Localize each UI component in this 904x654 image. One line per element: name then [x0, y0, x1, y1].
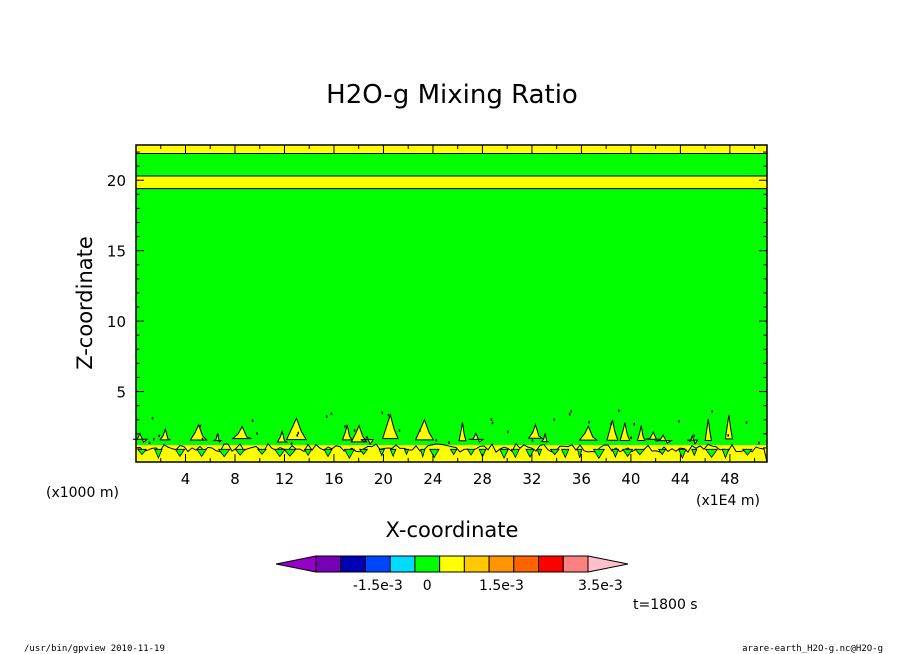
colorbar-label-0: -1.5e-3	[353, 578, 403, 594]
y-tick-label-5: 5	[116, 384, 126, 402]
colorbar-swatch-8	[488, 555, 515, 573]
x-tick-label-8: 8	[230, 470, 240, 488]
colorbar-swatch-5	[414, 555, 441, 573]
contour-band-5	[136, 145, 767, 154]
surface-moisture-blobs	[132, 409, 768, 463]
plot-frame	[135, 144, 768, 463]
x-tick-label-48: 48	[720, 470, 739, 488]
colorbar-swatch-1	[315, 555, 342, 573]
colorbar-swatch-11	[562, 555, 589, 573]
x-axis-label: X-coordinate	[386, 518, 519, 542]
x-tick-label-28: 28	[473, 470, 492, 488]
y-unit-label: (x1000 m)	[46, 485, 119, 501]
colorbar-swatch-9	[513, 555, 540, 573]
x-tick-label-40: 40	[621, 470, 640, 488]
y-tick-label-20: 20	[107, 172, 126, 190]
colorbar-label-2: 1.5e-3	[479, 578, 524, 594]
x-tick-label-24: 24	[423, 470, 442, 488]
chart-title: H2O-g Mixing Ratio	[326, 80, 578, 110]
colorbar-swatch-4	[389, 555, 416, 573]
x-tick-label-32: 32	[522, 470, 541, 488]
x-tick-label-12: 12	[275, 470, 294, 488]
colorbar-swatch-3	[364, 555, 391, 573]
colorbar-label-3: 3.5e-3	[578, 578, 623, 594]
colorbar: -1.5e-3 0 1.5e-3 3.5e-3	[275, 555, 629, 594]
colorbar-min-arrow	[275, 555, 317, 573]
time-label: t=1800 s	[633, 597, 698, 613]
colorbar-swatch-10	[538, 555, 564, 573]
x-unit-label: (x1E4 m)	[696, 493, 760, 509]
x-tick-label-44: 44	[671, 470, 690, 488]
y-tick-label-10: 10	[107, 313, 126, 331]
x-tick-label-16: 16	[324, 470, 343, 488]
y-axis-label: Z-coordinate	[73, 236, 97, 370]
colorbar-swatch-6	[439, 555, 465, 573]
contour-band-3	[136, 175, 767, 189]
x-tick-label-36: 36	[572, 470, 591, 488]
x-tick-label-4: 4	[181, 470, 191, 488]
contour-band-2	[136, 188, 767, 446]
y-tick-label-15: 15	[107, 243, 126, 261]
plot-area	[132, 144, 768, 463]
colorbar-label-1: 0	[423, 578, 432, 594]
colorbar-max-arrow	[587, 555, 629, 573]
x-tick-label-20: 20	[374, 470, 393, 488]
colorbar-swatch-2	[340, 555, 366, 573]
colorbar-swatch-7	[463, 555, 490, 573]
footer-left: /usr/bin/gpview 2010-11-19	[24, 644, 165, 654]
footer-right: arare-earth_H2O-g.nc@H2O-g	[742, 644, 883, 654]
contour-band-4	[136, 153, 767, 176]
